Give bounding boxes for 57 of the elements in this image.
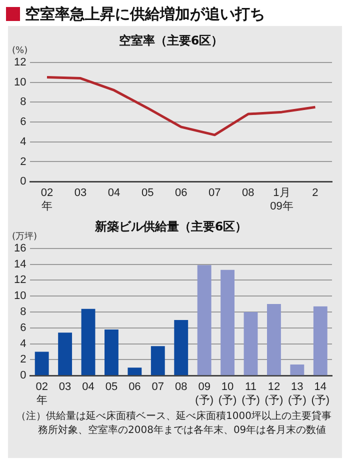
x-tick-label: 2 [312, 187, 318, 200]
y-tick-label: 2 [20, 156, 26, 168]
y-tick-label: 10 [14, 290, 26, 302]
bar [34, 352, 49, 376]
y-tick-label: 16 [14, 242, 26, 254]
chart-title: 新築ビル供給量（主要6区） [94, 219, 248, 234]
bar [174, 320, 188, 376]
y-tick-label: 14 [14, 258, 26, 270]
y-tick-label: 8 [20, 306, 26, 318]
x-tick-label: 07 [208, 187, 221, 200]
bar [81, 308, 96, 376]
y-axis-title: (%) [12, 46, 28, 56]
y-tick-label: 6 [20, 116, 26, 128]
x-tick-label: 06 [128, 381, 141, 394]
x-tick-label: 02 年 [36, 381, 48, 406]
y-tick-label: 4 [20, 338, 26, 350]
chart-title: 空室率急上昇に供給増加が追い打ち [25, 4, 265, 24]
x-tick-label: 14 (予) [311, 381, 330, 406]
y-tick-label: 0 [20, 176, 26, 188]
x-tick-label: 07 [152, 381, 164, 394]
bar [150, 346, 165, 376]
x-tick-label: 12 (予) [264, 381, 284, 406]
y-tick-label: 12 [14, 56, 26, 68]
x-tick-label: 02 年 [40, 187, 54, 212]
y-tick-label: 0 [20, 370, 26, 382]
x-tick-label: 08 [242, 187, 254, 200]
y-axis-title: (万坪) [12, 231, 38, 242]
x-tick-label: 05 [105, 381, 118, 394]
y-tick-label: 6 [20, 322, 26, 334]
x-tick-label: 05 [141, 187, 154, 200]
bar [197, 265, 212, 376]
text: （注）供給量は延べ床面積ベース、延べ床面積1000坪以上の主要貸事務所対象、空室率の2008年までは各年末、09年は各月末の数値 [16, 410, 332, 438]
x-tick-label: 10 (予) [218, 381, 237, 406]
chart-subtitle: 空室率（主要6区） [118, 33, 224, 48]
bar [128, 368, 142, 376]
x-tick-label: 1月 09年 [270, 187, 294, 212]
x-tick-label: 11 (予) [242, 381, 260, 406]
bar [58, 332, 72, 376]
y-tick-label: 12 [14, 274, 26, 286]
bar [220, 270, 235, 376]
x-tick-label: 03 [58, 381, 72, 394]
bar [290, 364, 304, 376]
x-tick-label: 13 (予) [288, 381, 306, 406]
x-tick-label: 04 [82, 381, 94, 394]
x-tick-label: 09 (予) [195, 381, 214, 406]
x-tick-label: 06 [174, 187, 188, 200]
bar [267, 304, 281, 376]
y-tick-label: 8 [20, 96, 26, 108]
x-tick-label: 04 [108, 187, 120, 200]
y-tick-label: 2 [20, 354, 26, 366]
x-tick-label: 08 [174, 381, 188, 394]
y-tick-label: 10 [14, 76, 26, 88]
bar [104, 329, 118, 376]
y-tick-label: 4 [20, 136, 26, 148]
bar [244, 312, 258, 376]
bar [313, 306, 328, 376]
x-tick-label: 03 [74, 187, 87, 200]
